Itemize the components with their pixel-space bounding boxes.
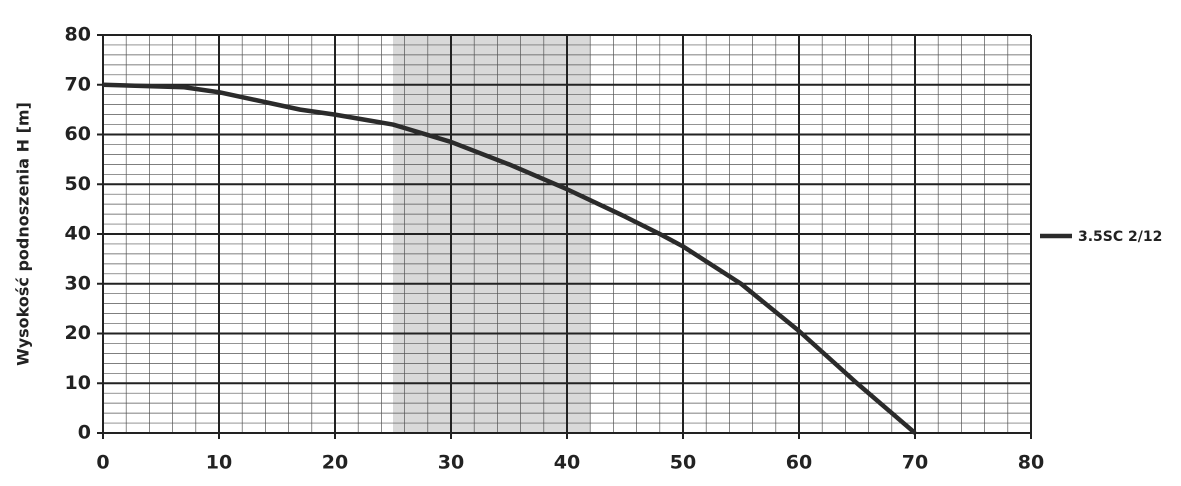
x-tick-label: 80	[1018, 452, 1044, 474]
x-tick-label: 60	[786, 452, 812, 474]
line-series	[102, 82, 917, 435]
x-tick-label: 0	[96, 452, 109, 474]
y-tick-label: 10	[65, 372, 91, 394]
legend-label: 3.5SC 2/12	[1078, 229, 1162, 245]
y-tick-label: 50	[65, 173, 91, 195]
y-axis-label: Wysokość podnoszenia H [m]	[14, 102, 33, 366]
x-tick-label: 20	[322, 452, 348, 474]
y-tick-label: 60	[65, 123, 91, 145]
x-tick-label: 50	[670, 452, 696, 474]
x-tick-label: 40	[554, 452, 580, 474]
y-tick-label: 20	[65, 322, 91, 344]
y-tick-label: 80	[65, 24, 91, 46]
y-tick-label: 40	[65, 223, 91, 245]
x-tick-label: 30	[438, 452, 464, 474]
x-tick-label: 10	[206, 452, 232, 474]
y-tick-label: 70	[65, 73, 91, 95]
y-tick-label: 0	[78, 422, 91, 444]
x-tick-label: 70	[902, 452, 928, 474]
y-tick-label: 30	[65, 272, 91, 294]
